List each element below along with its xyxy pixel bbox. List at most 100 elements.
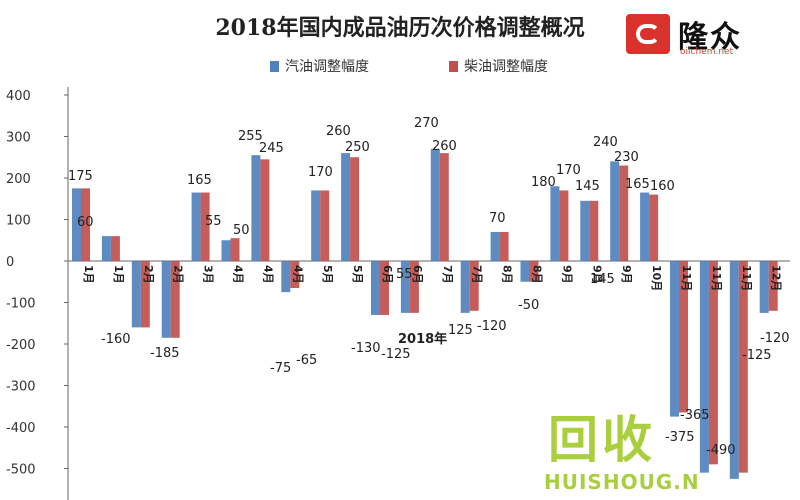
bar-diesel-20	[679, 261, 688, 413]
x-tick-label-9: 5月	[351, 265, 364, 284]
bar-gasoline-20	[670, 261, 679, 417]
bar-diesel-1	[110, 236, 120, 261]
data-label-10: -65	[296, 353, 317, 368]
data-label-18: 260	[432, 139, 457, 154]
data-label-1: 60	[77, 215, 94, 230]
data-label-26: 145	[590, 272, 615, 287]
data-label-9: -75	[270, 361, 291, 376]
legend-label-diesel: 柴油调整幅度	[464, 59, 548, 75]
legend-swatch-diesel	[449, 60, 458, 72]
data-label-13: 250	[345, 140, 370, 155]
y-tick-label-2: 200	[6, 172, 31, 187]
x-tick-label-11: 6月	[411, 265, 424, 284]
bar-diesel-23	[768, 261, 778, 311]
y-tick-label-7: -300	[6, 380, 36, 395]
bar-diesel-6	[260, 159, 270, 261]
watermark-subtext: HUISHOUG.N	[544, 470, 700, 494]
data-label-4: 165	[187, 173, 212, 188]
x-tick-label-22: 11月	[740, 265, 753, 291]
data-label-6: 50	[233, 223, 250, 238]
bar-gasoline-5	[221, 240, 231, 261]
y-tick-label-5: -100	[6, 297, 36, 312]
x-tick-label-14: 8月	[501, 265, 514, 284]
x-tick-label-1: 1月	[112, 265, 125, 284]
x-tick-label-8: 5月	[321, 265, 334, 284]
bar-diesel-21	[708, 261, 718, 465]
x-tick-label-12: 7月	[441, 265, 454, 284]
y-tick-label-4: 0	[6, 255, 14, 270]
bar-diesel-19	[649, 194, 659, 261]
bar-gasoline-17	[580, 200, 590, 261]
data-label-22: -50	[518, 298, 539, 313]
bar-diesel-17	[589, 200, 599, 261]
bar-gasoline-1	[101, 236, 111, 261]
bar-gasoline-6	[251, 155, 261, 261]
data-label-17: 270	[414, 116, 439, 131]
x-tick-label-23: 12月	[770, 265, 783, 291]
bar-diesel-18	[619, 165, 629, 261]
data-label-15: -125	[381, 347, 411, 362]
bar-gasoline-11	[400, 261, 410, 313]
data-label-30: 160	[650, 179, 675, 194]
data-label-32: -365	[680, 408, 710, 423]
watermark: 回收 HUISHOUG.N	[540, 400, 785, 495]
chart-legend: 汽油调整幅度 柴油调整幅度	[270, 56, 548, 76]
bar-gasoline-3	[161, 261, 171, 338]
x-axis-title: 2018年	[398, 331, 447, 347]
bar-gasoline-18	[610, 161, 620, 261]
y-tick-label-6: -200	[6, 338, 36, 353]
bar-gasoline-7	[281, 261, 291, 293]
x-tick-label-17: 9月	[590, 265, 603, 284]
y-tick-label-3: 100	[6, 214, 31, 229]
data-label-20: -120	[477, 319, 507, 334]
y-tick-label-0: 400	[6, 89, 31, 104]
bar-diesel-8	[320, 190, 330, 261]
data-label-21: 70	[489, 211, 506, 226]
data-label-28: 230	[614, 150, 639, 165]
legend-item-diesel: 柴油调整幅度	[449, 56, 548, 76]
bar-gasoline-15	[520, 261, 530, 282]
bar-diesel-16	[559, 190, 569, 261]
x-tick-label-7: 4月	[291, 265, 304, 284]
legend-label-gasoline: 汽油调整幅度	[285, 59, 369, 75]
data-label-0: 175	[68, 169, 93, 184]
x-tick-label-16: 9月	[560, 265, 573, 284]
legend-item-gasoline: 汽油调整幅度	[270, 56, 369, 76]
watermark-text: 回收	[548, 411, 656, 469]
data-label-25: 145	[575, 179, 600, 194]
x-tick-label-15: 8月	[531, 265, 544, 284]
x-tick-label-21: 11月	[710, 265, 723, 291]
data-label-34: -125	[742, 348, 772, 363]
legend-swatch-gasoline	[270, 60, 279, 72]
logo-icon	[626, 14, 670, 54]
data-label-14: -130	[351, 341, 381, 356]
bar-diesel-13	[469, 261, 479, 311]
bar-gasoline-12	[430, 148, 440, 261]
data-label-12: 260	[326, 124, 351, 139]
bar-gasoline-4	[191, 192, 201, 261]
x-tick-label-18: 9月	[620, 265, 633, 284]
data-label-11: 170	[308, 165, 333, 180]
data-label-33: -490	[706, 443, 736, 458]
x-tick-label-13: 7月	[471, 265, 484, 284]
x-tick-label-6: 4月	[261, 265, 274, 284]
bar-gasoline-8	[311, 190, 321, 261]
logo-text: 隆众	[678, 20, 742, 55]
data-label-3: -185	[150, 346, 180, 361]
x-tick-label-5: 4月	[232, 265, 245, 284]
data-label-23: 180	[531, 175, 556, 190]
bar-gasoline-21	[699, 261, 709, 473]
x-tick-label-20: 11月	[680, 265, 693, 291]
data-label-31: -375	[665, 430, 695, 445]
bar-gasoline-13	[460, 261, 470, 313]
x-tick-label-2: 2月	[142, 265, 155, 284]
bar-diesel-15	[529, 261, 539, 282]
data-label-16: 55	[396, 267, 413, 282]
bar-diesel-7	[290, 261, 300, 288]
x-tick-label-10: 6月	[381, 265, 394, 284]
bar-diesel-4	[200, 192, 210, 261]
chart-title: 2018年国内成品油历次价格调整概况	[215, 15, 585, 41]
data-label-8: 245	[259, 141, 284, 156]
bar-gasoline-23	[759, 261, 769, 313]
